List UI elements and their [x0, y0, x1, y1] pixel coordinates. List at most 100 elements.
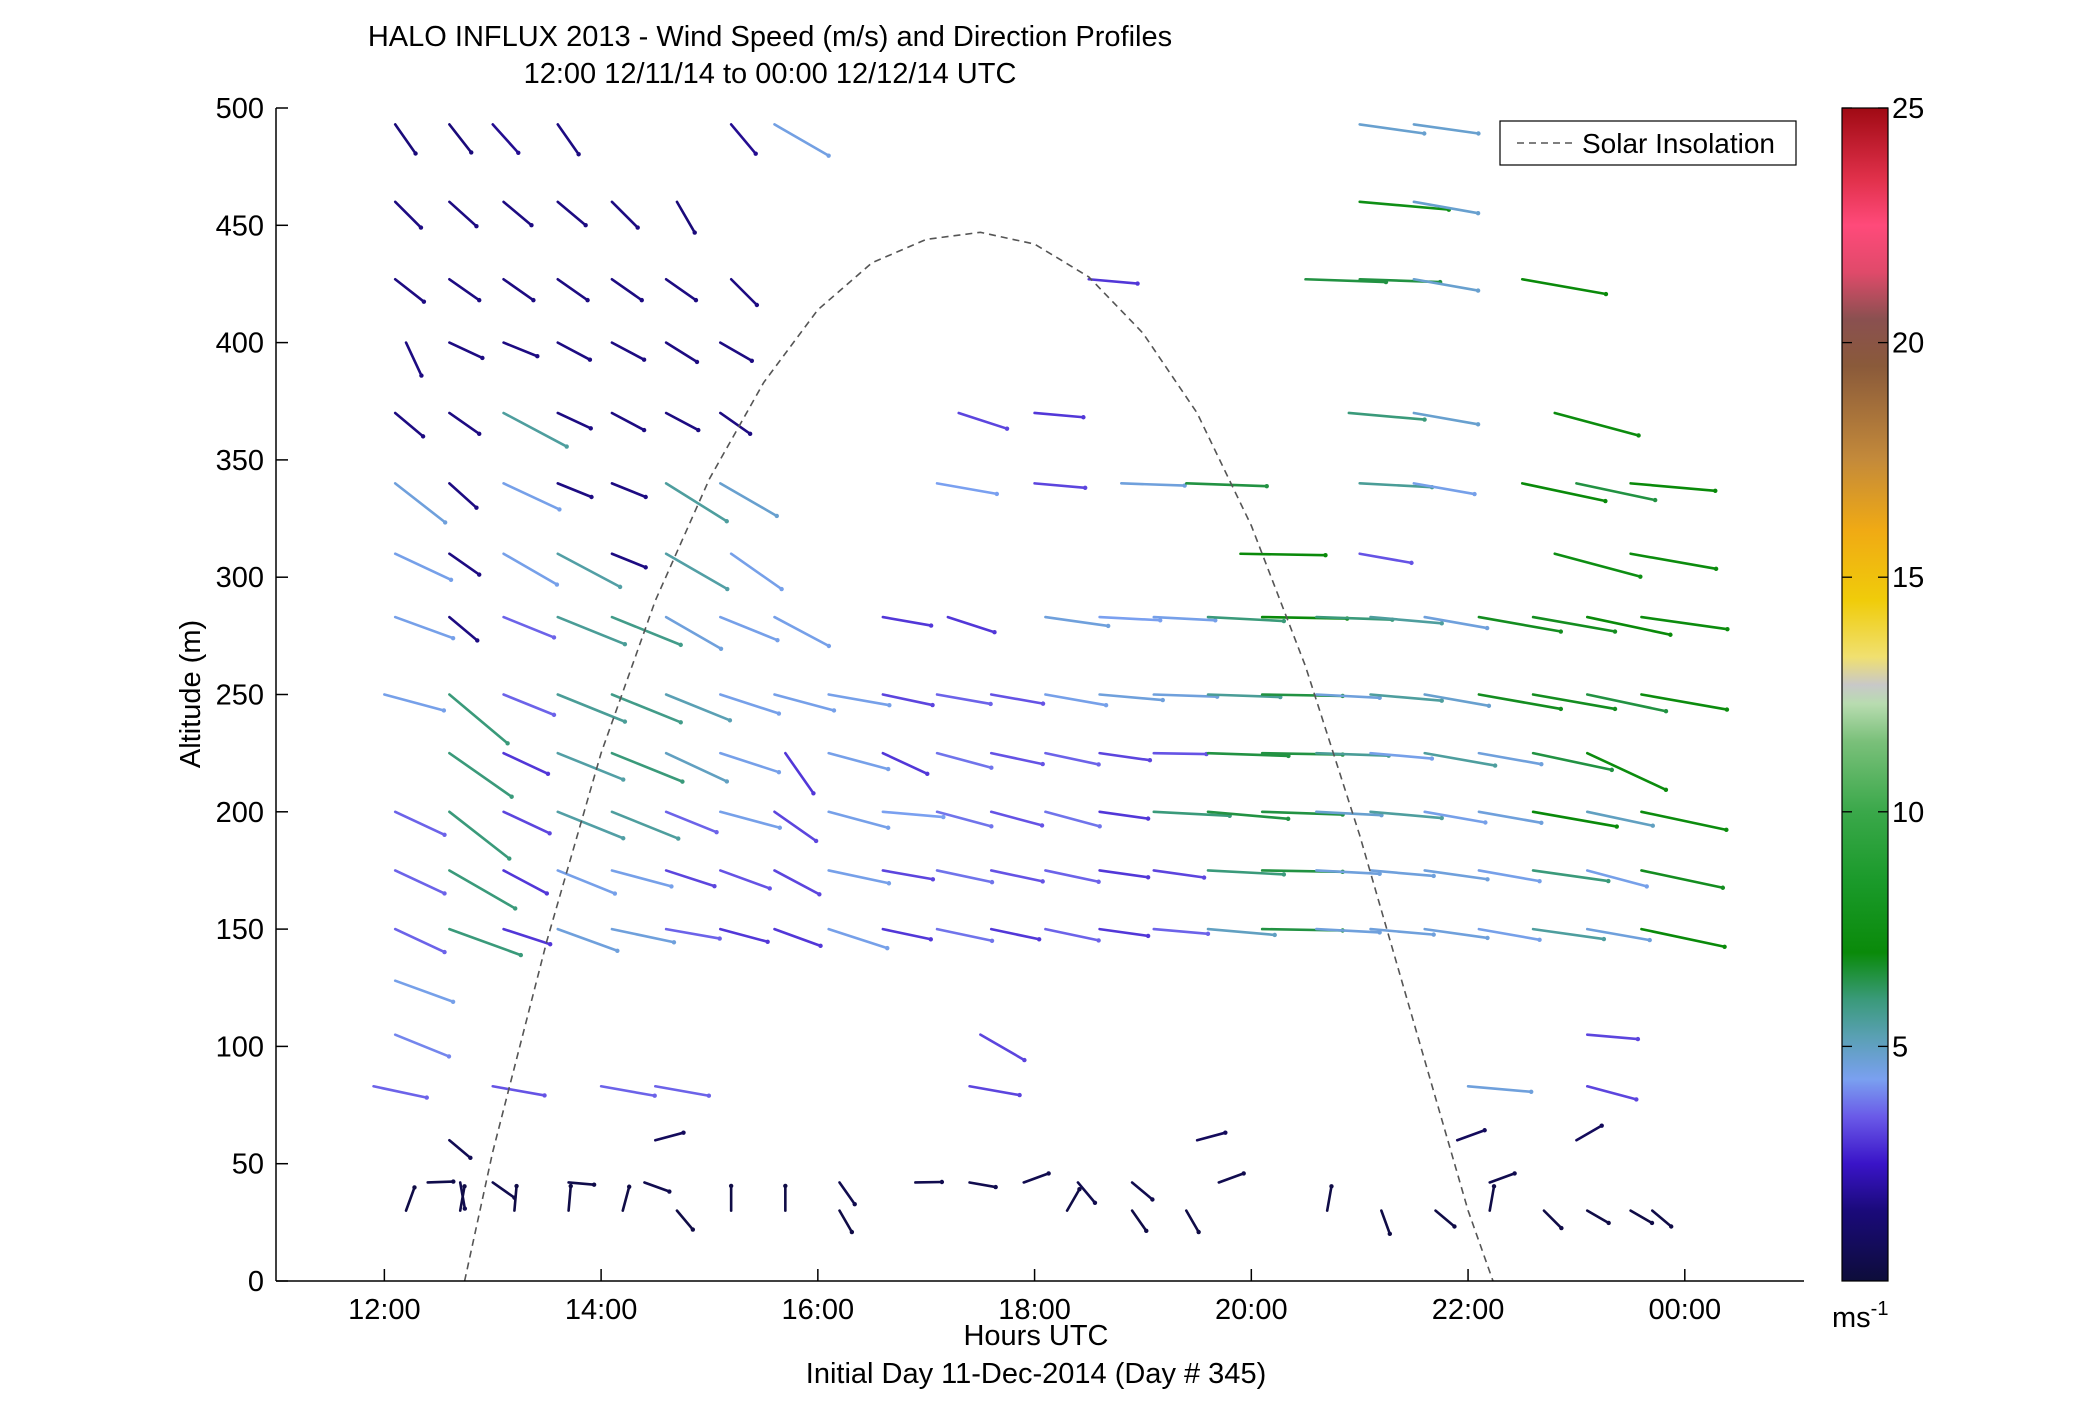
- wind-vector: [448, 751, 513, 799]
- wind-vector: [1575, 1124, 1604, 1142]
- y-tick-label: 100: [216, 1031, 264, 1063]
- wind-vector: [664, 552, 729, 591]
- wind-vector-head: [1650, 823, 1655, 828]
- wind-vector: [610, 869, 673, 888]
- wind-vector: [502, 482, 561, 511]
- wind-vector: [1119, 482, 1186, 487]
- wind-vector-head: [994, 491, 1000, 497]
- wind-vector: [675, 1209, 695, 1231]
- wind-vector-head: [1145, 933, 1151, 939]
- wind-vector: [393, 552, 453, 582]
- wind-vector: [1575, 482, 1657, 502]
- wind-vector: [491, 1181, 516, 1199]
- x-axis-label: Hours UTC: [963, 1320, 1108, 1352]
- wind-vector-head: [680, 779, 685, 784]
- wind-vector-head: [531, 297, 536, 303]
- wind-vector-head: [1559, 1225, 1564, 1231]
- wind-vector: [610, 693, 683, 724]
- wind-vector: [502, 927, 552, 946]
- wind-vector: [1585, 1084, 1638, 1101]
- wind-vector: [448, 552, 481, 576]
- wind-vector-head: [1713, 488, 1718, 493]
- wind-vector-head: [1475, 288, 1481, 293]
- wind-vector: [1585, 927, 1651, 942]
- wind-vector-head: [1241, 1171, 1246, 1176]
- wind-vector: [729, 123, 758, 155]
- wind-vector: [1076, 1181, 1097, 1205]
- wind-vector: [1423, 615, 1489, 630]
- wind-vector-head: [1158, 618, 1163, 623]
- wind-vector: [653, 1084, 711, 1098]
- wind-vector: [664, 341, 699, 364]
- wind-vector-head: [988, 701, 993, 707]
- wind-vector: [1434, 1209, 1456, 1228]
- wind-vector: [719, 751, 781, 774]
- wind-vector-head: [612, 891, 618, 896]
- wind-vector-head: [621, 836, 626, 841]
- wind-vector: [513, 1184, 518, 1212]
- wind-vector: [448, 810, 511, 860]
- wind-vector-head: [717, 936, 722, 941]
- wind-vector: [393, 200, 423, 229]
- wind-vector: [1585, 615, 1672, 637]
- wind-vector-head: [480, 355, 485, 361]
- wind-vector: [643, 1181, 671, 1193]
- wind-vector: [827, 869, 891, 885]
- wind-vector: [1022, 1172, 1050, 1184]
- wind-vector-head: [989, 765, 994, 770]
- wind-vector: [1152, 927, 1210, 936]
- wind-vector: [968, 1181, 997, 1189]
- wind-vector-head: [1040, 761, 1045, 767]
- chart-title: HALO INFLUX 2013 - Wind Speed (m/s) and …: [368, 21, 1172, 53]
- wind-vector: [838, 1209, 854, 1234]
- wind-vector: [664, 927, 722, 940]
- wind-vector: [1629, 552, 1718, 571]
- wind-vector: [610, 552, 647, 569]
- wind-vector-head: [1272, 932, 1277, 938]
- legend-box: [1499, 120, 1797, 166]
- wind-vector: [393, 482, 447, 524]
- wind-vector-head: [1634, 1097, 1639, 1102]
- wind-vector: [1477, 927, 1541, 942]
- wind-vector: [1455, 1128, 1486, 1142]
- wind-vector-head: [1082, 485, 1088, 490]
- wind-vector-head: [591, 1182, 597, 1187]
- wind-vector: [1206, 810, 1290, 821]
- x-tick-label: 14:00: [565, 1294, 638, 1326]
- wind-vector-head: [1635, 1036, 1641, 1042]
- wind-vector-head: [1160, 697, 1165, 703]
- wind-vector: [1152, 810, 1231, 818]
- wind-vector: [1044, 615, 1110, 628]
- wind-vector-head: [1022, 1057, 1027, 1063]
- wind-vector-head: [1039, 823, 1045, 828]
- wind-vector-head: [749, 358, 755, 363]
- wind-vector: [599, 1084, 656, 1098]
- wind-vector-head: [930, 877, 936, 882]
- wind-vector: [838, 1181, 857, 1206]
- wind-vector-head: [1205, 931, 1211, 937]
- wind-vector-head: [669, 884, 674, 889]
- wind-vector-head: [885, 945, 890, 951]
- wind-vector-head: [1663, 787, 1669, 793]
- wind-vector-head: [714, 829, 719, 835]
- wind-vector: [1585, 869, 1649, 888]
- wind-vector: [881, 869, 935, 881]
- wind-vector: [1098, 927, 1150, 938]
- wind-vector-head: [826, 153, 831, 158]
- wind-vector: [502, 411, 569, 448]
- wind-vector: [1315, 615, 1394, 622]
- wind-vector-head: [1492, 763, 1498, 768]
- wind-vector: [664, 751, 729, 783]
- wind-vector-head: [1439, 621, 1444, 626]
- wind-vector-head: [1636, 433, 1641, 438]
- wind-vector: [1466, 1084, 1533, 1094]
- wind-vector-head: [516, 150, 521, 156]
- wind-vector: [1033, 411, 1085, 419]
- x-ticks: 12:00 14:00 16:00 18:00 20:00 22:00 00:00: [348, 1269, 1721, 1326]
- wind-vector: [719, 810, 782, 830]
- wind-vector: [1380, 1209, 1392, 1236]
- wind-vector-head: [1377, 871, 1382, 876]
- wind-vector: [556, 810, 625, 840]
- y-tick-label: 50: [232, 1149, 264, 1181]
- wind-vector-head: [765, 939, 770, 944]
